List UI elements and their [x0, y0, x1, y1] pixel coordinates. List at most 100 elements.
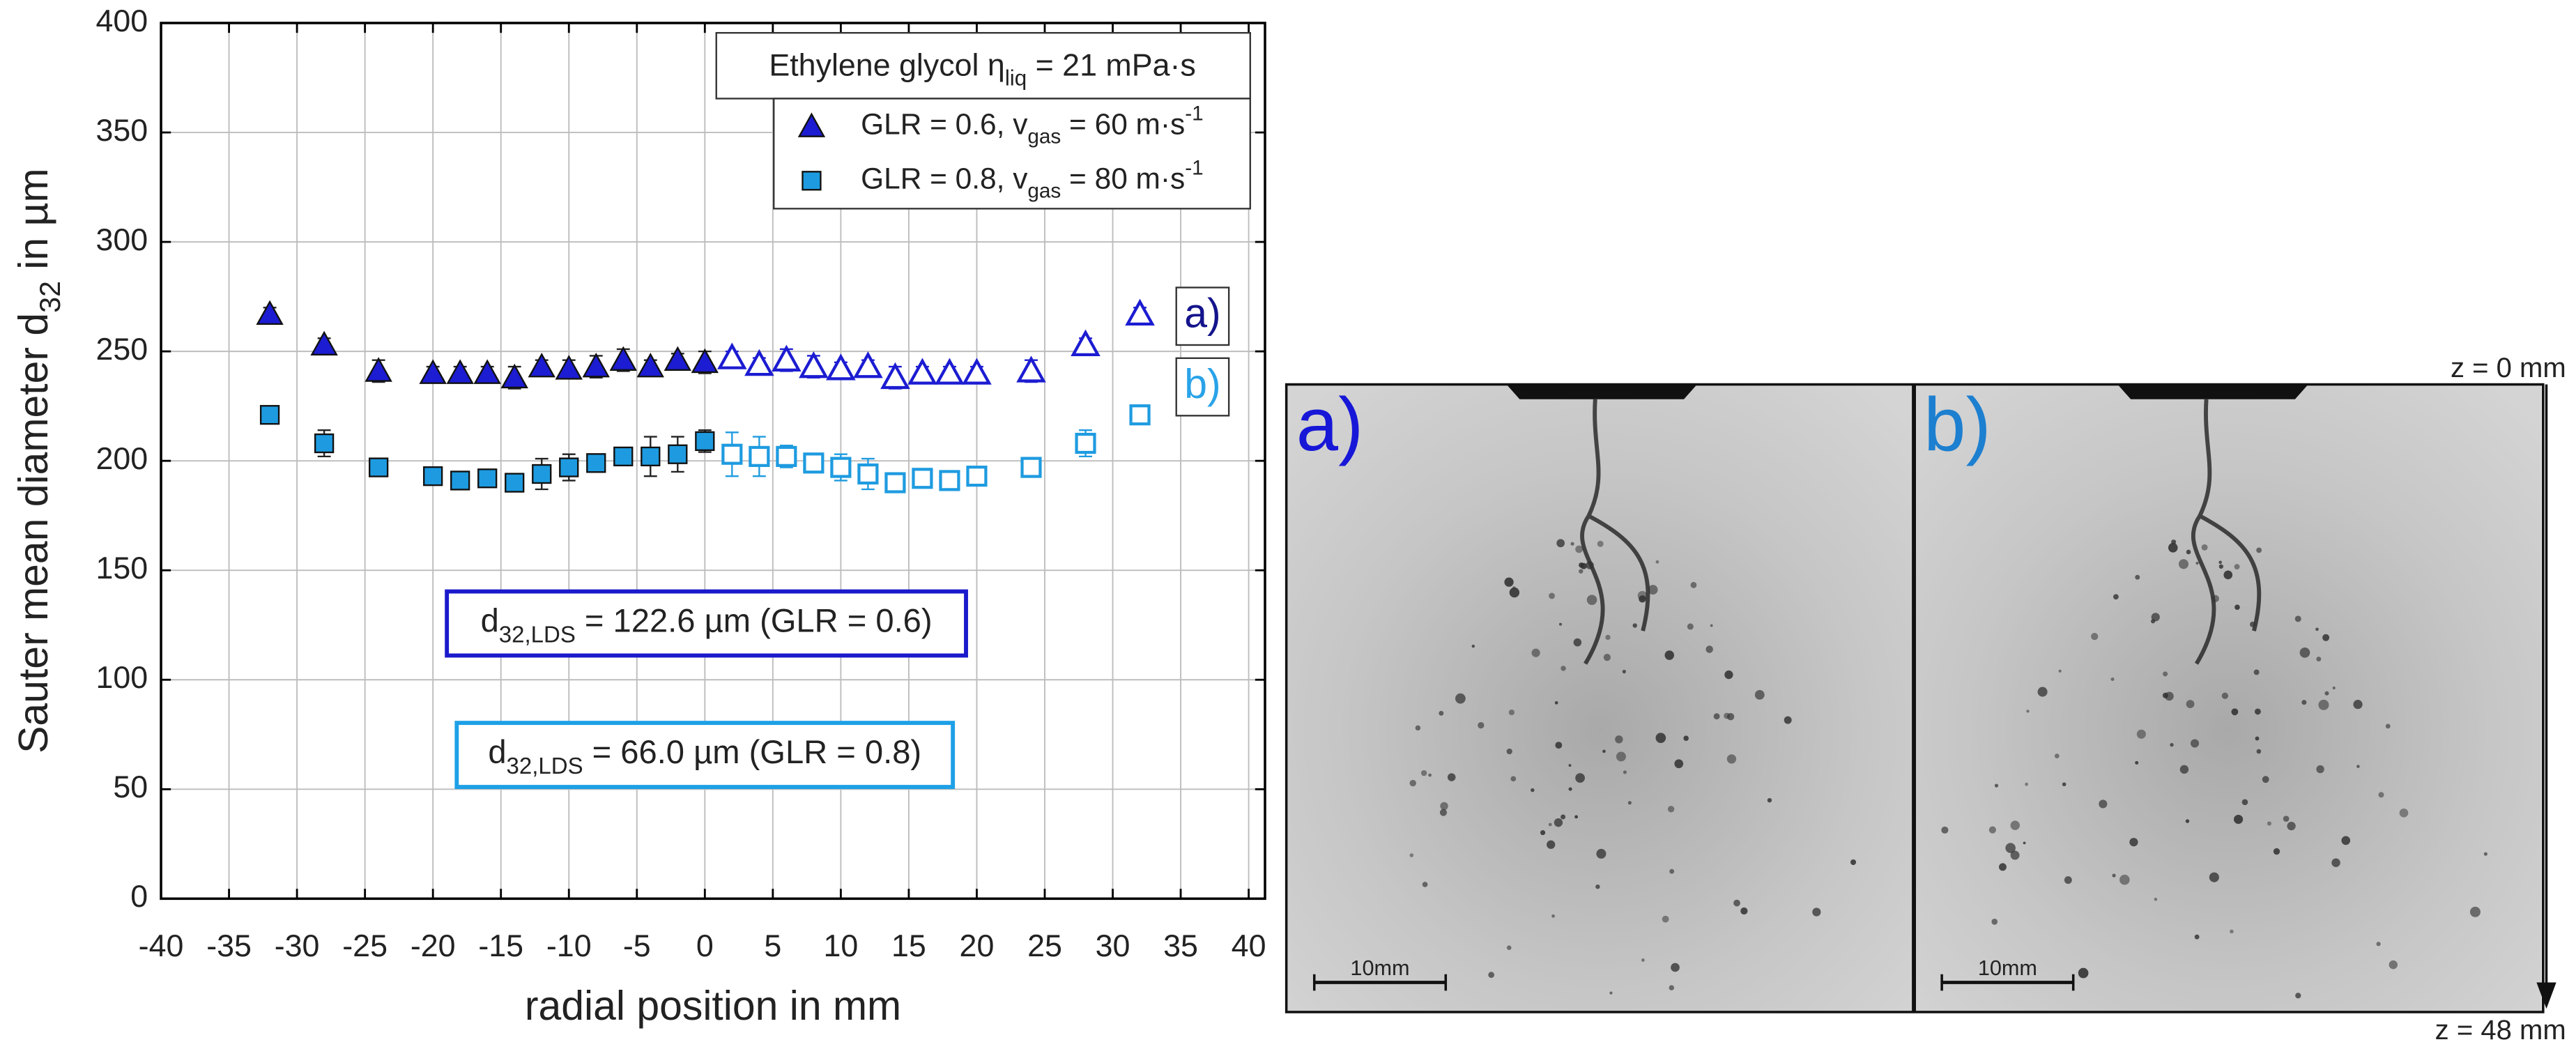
droplet: [2211, 595, 2219, 603]
droplet: [1554, 818, 1563, 827]
droplet: [1687, 623, 1694, 630]
photo: [1914, 384, 2542, 1012]
marker: [555, 355, 583, 380]
z-arrow: [2536, 982, 2556, 1009]
droplet: [1551, 914, 1555, 918]
droplet: [1415, 725, 1421, 731]
droplet: [2129, 838, 2138, 847]
droplet: [2295, 993, 2301, 999]
annotation-box: [1175, 286, 1230, 346]
droplet: [1641, 958, 1645, 962]
droplet: [1506, 945, 1512, 950]
text-part: = 80 m·s: [1061, 162, 1185, 194]
marker: [314, 433, 335, 454]
droplet: [1488, 972, 1495, 979]
droplet: [1632, 623, 1637, 628]
marker: [664, 346, 691, 372]
plot-frame: [160, 22, 1266, 901]
marker: [310, 330, 338, 356]
marker: [717, 342, 747, 369]
droplet: [1713, 713, 1720, 720]
y-axis-label: Sauter mean diameter d32 in µm: [10, 168, 66, 753]
droplet: [1478, 721, 1485, 729]
marker: [962, 358, 992, 385]
marker: [1125, 298, 1155, 326]
droplet: [1512, 586, 1516, 590]
droplet: [1627, 801, 1632, 805]
marker: [935, 358, 965, 385]
text-part: -1: [1185, 157, 1203, 180]
droplet: [1605, 634, 1611, 641]
droplet: [2179, 765, 2189, 774]
droplet: [1596, 848, 1607, 859]
marker: [532, 464, 552, 484]
droplet: [2135, 760, 2139, 765]
marker: [582, 353, 610, 378]
droplet: [2168, 542, 2178, 553]
droplet: [2165, 691, 2174, 701]
marker: [799, 351, 829, 378]
droplet: [2230, 929, 2234, 934]
droplet: [2267, 821, 2271, 826]
droplet: [1439, 809, 1447, 816]
marker: [559, 457, 579, 477]
droplet: [1988, 826, 1996, 834]
droplet: [1669, 868, 1675, 874]
marker: [450, 470, 470, 491]
droplet: [2135, 574, 2140, 580]
droplet: [1784, 716, 1792, 724]
marker: [853, 351, 883, 378]
droplet: [1602, 749, 1606, 753]
text-part: b): [1184, 362, 1220, 407]
x-tick-label: 10: [823, 928, 858, 963]
droplet: [1683, 735, 1689, 741]
droplet: [2078, 967, 2089, 979]
droplet: [1439, 710, 1444, 716]
droplet: [2221, 692, 2229, 699]
y-tick-label: 300: [95, 222, 148, 257]
droplet: [1664, 650, 1674, 660]
droplet: [1555, 742, 1563, 749]
droplet: [1639, 595, 1646, 603]
y-tick-label: 50: [113, 769, 148, 804]
droplet: [1690, 581, 1697, 588]
droplet: [1540, 830, 1546, 836]
marker: [473, 359, 501, 384]
droplet: [1603, 653, 1611, 661]
droplet: [2273, 848, 2280, 855]
droplet: [2399, 809, 2409, 818]
droplet: [2299, 648, 2310, 658]
droplet: [2026, 710, 2030, 713]
marker: [259, 405, 280, 425]
x-tick-label: -25: [342, 928, 388, 963]
droplet: [2318, 699, 2329, 710]
marker: [1020, 457, 1042, 478]
text-part: 32,LDS: [507, 753, 583, 779]
photo: [1286, 384, 1915, 1012]
droplet: [1575, 545, 1583, 553]
droplet: [2054, 753, 2060, 758]
marker: [830, 457, 852, 478]
droplet: [1579, 569, 1584, 574]
marker: [880, 362, 910, 390]
text-part: gas: [1027, 125, 1061, 148]
droplet: [2194, 934, 2200, 940]
droplet: [2064, 876, 2072, 885]
droplet: [1597, 540, 1604, 547]
jet: [1580, 399, 1650, 665]
droplet: [2241, 799, 2248, 806]
droplet: [2376, 942, 2381, 947]
marker: [256, 300, 284, 326]
droplet: [2378, 792, 2384, 798]
droplet: [1548, 822, 1552, 827]
text-part: = 122.6 µm (GLR = 0.6): [576, 602, 933, 639]
y-tick-label: 350: [95, 113, 148, 148]
z-bottom-label: z = 48 mm: [2435, 1015, 2566, 1046]
droplet: [1420, 769, 1427, 776]
y-tick-label: 0: [130, 879, 148, 914]
droplet: [1586, 561, 1594, 569]
marker: [826, 353, 856, 381]
droplet: [1447, 773, 1456, 781]
x-tick-label: 15: [891, 928, 926, 963]
z-top-label: z = 0 mm: [2451, 353, 2566, 383]
